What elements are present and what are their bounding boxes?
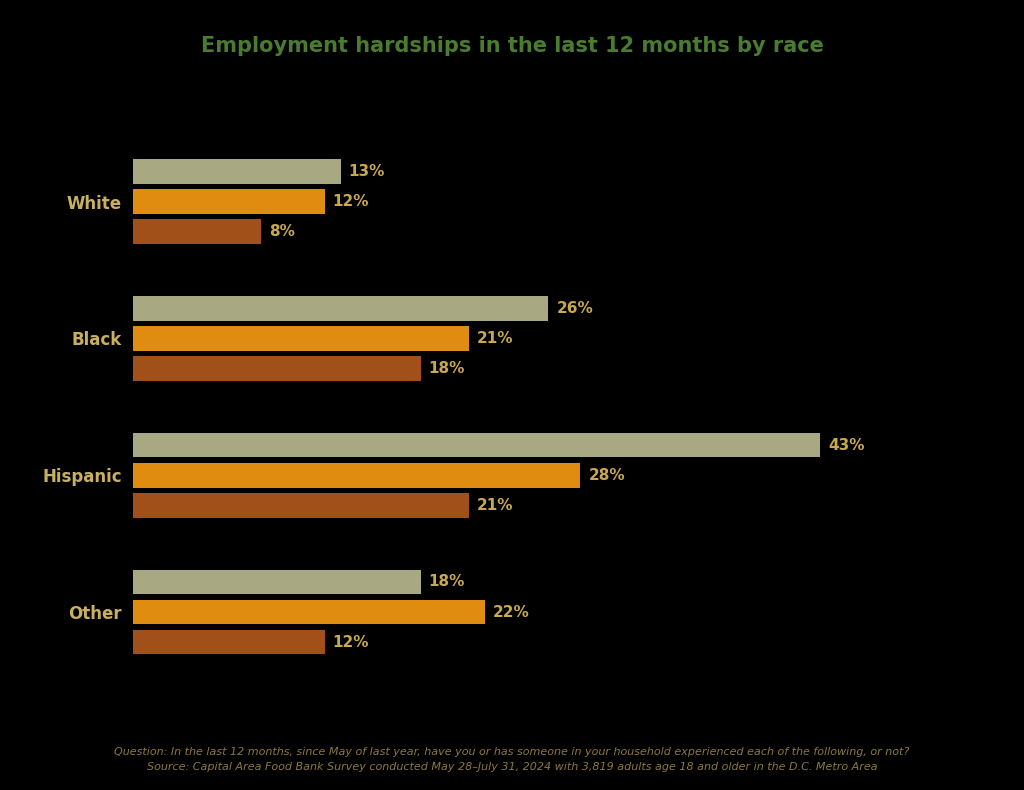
Bar <box>133 463 581 487</box>
Text: 43%: 43% <box>828 438 864 453</box>
Bar <box>133 600 484 624</box>
Bar <box>133 220 261 244</box>
Text: 21%: 21% <box>476 498 513 513</box>
Text: Employment hardships in the last 12 months by race: Employment hardships in the last 12 mont… <box>201 36 823 55</box>
Text: 12%: 12% <box>333 194 370 209</box>
Text: 26%: 26% <box>556 301 593 316</box>
Bar <box>133 356 421 381</box>
Text: 18%: 18% <box>429 361 465 376</box>
Text: 12%: 12% <box>333 634 370 649</box>
Bar <box>133 190 325 214</box>
Bar <box>133 326 469 351</box>
Text: 18%: 18% <box>429 574 465 589</box>
Bar <box>133 296 549 321</box>
Text: 21%: 21% <box>476 331 513 346</box>
Bar <box>133 433 820 457</box>
Text: 8%: 8% <box>269 224 295 239</box>
Text: 28%: 28% <box>589 468 625 483</box>
Legend: Been scheduled for fewer hours, Had your wages or salary reduced, Been laid off: Been scheduled for fewer hours, Had your… <box>201 0 864 2</box>
Bar <box>133 493 469 517</box>
Text: 13%: 13% <box>349 164 385 179</box>
Text: Question: In the last 12 months, since May of last year, have you or has someone: Question: In the last 12 months, since M… <box>115 747 909 757</box>
Bar <box>133 570 421 594</box>
Text: 22%: 22% <box>493 604 529 619</box>
Bar <box>133 160 341 184</box>
Bar <box>133 630 325 654</box>
Text: Source: Capital Area Food Bank Survey conducted May 28–July 31, 2024 with 3,819 : Source: Capital Area Food Bank Survey co… <box>146 762 878 772</box>
